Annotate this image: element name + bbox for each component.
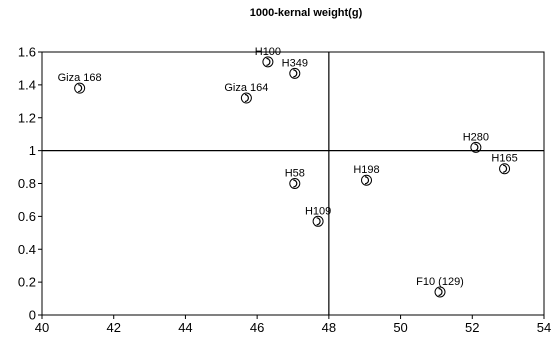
- point-marker: [289, 178, 301, 189]
- x-tick-label: 48: [322, 320, 336, 335]
- data-point: H165: [491, 153, 518, 175]
- point-label: Giza 164: [224, 82, 268, 94]
- point-label: H349: [282, 57, 308, 69]
- chart-title: 1000-kernal weight(g): [250, 7, 363, 19]
- data-point: H349: [282, 57, 308, 79]
- y-tick-label: 0.2: [18, 275, 36, 290]
- point-label: H100: [255, 46, 281, 58]
- x-tick-label: 40: [35, 320, 49, 335]
- point-marker-inner: [78, 84, 83, 93]
- data-point: H280: [463, 131, 489, 153]
- y-tick-label: 0.4: [18, 242, 36, 257]
- point-marker-inner: [316, 217, 321, 226]
- point-marker-inner: [293, 179, 298, 188]
- y-tick-label: 1.6: [18, 45, 36, 60]
- data-point: Giza 168: [58, 72, 102, 94]
- point-marker-inner: [474, 143, 479, 152]
- point-marker: [262, 56, 274, 68]
- point-label: H198: [353, 164, 379, 176]
- y-tick-label: 0: [29, 308, 36, 323]
- y-tick-label: 1.2: [18, 110, 36, 125]
- data-point: Giza 164: [224, 82, 268, 104]
- point-label: H280: [463, 131, 489, 143]
- x-tick-label: 50: [393, 320, 407, 335]
- x-tick-label: 46: [250, 320, 264, 335]
- point-marker: [289, 67, 301, 79]
- y-tick-label: 0.8: [18, 176, 36, 191]
- y-tick-label: 0.6: [18, 209, 36, 224]
- x-axis-ticks: 40 42 44 46 48 50 52 54: [35, 315, 551, 335]
- point-marker-inner: [293, 69, 298, 78]
- reference-lines: [42, 52, 544, 315]
- point-label: Giza 168: [58, 72, 102, 84]
- point-label: H165: [491, 153, 517, 165]
- point-marker: [470, 141, 482, 153]
- x-tick-label: 42: [106, 320, 120, 335]
- x-tick-label: 52: [465, 320, 479, 335]
- point-marker: [312, 215, 324, 227]
- x-tick-label: 54: [537, 320, 551, 335]
- data-point: H109: [305, 205, 331, 227]
- point-marker: [434, 286, 446, 298]
- y-tick-label: 1.4: [18, 77, 36, 92]
- point-marker-inner: [244, 93, 249, 103]
- point-marker-inner: [502, 164, 508, 173]
- point-marker-inner: [364, 176, 370, 185]
- data-point: H58: [285, 168, 305, 189]
- y-axis-ticks: 0 0.2 0.4 0.6 0.8 1 1.2 1.4 1.6: [18, 45, 42, 323]
- point-marker-inner: [438, 287, 443, 297]
- plot-area-frame: [41, 51, 545, 316]
- point-label: H58: [285, 168, 305, 180]
- point-marker: [361, 174, 373, 186]
- point-marker-inner: [266, 57, 271, 66]
- data-point: H198: [353, 164, 380, 186]
- y-tick-label: 1: [29, 143, 36, 158]
- data-point: H100: [255, 46, 281, 68]
- point-marker: [499, 163, 511, 175]
- x-tick-label: 44: [178, 320, 192, 335]
- point-label: H109: [305, 205, 331, 217]
- point-marker: [240, 92, 252, 104]
- data-point: F10 (129): [416, 276, 464, 298]
- point-marker: [74, 82, 86, 94]
- point-label: F10 (129): [416, 276, 464, 288]
